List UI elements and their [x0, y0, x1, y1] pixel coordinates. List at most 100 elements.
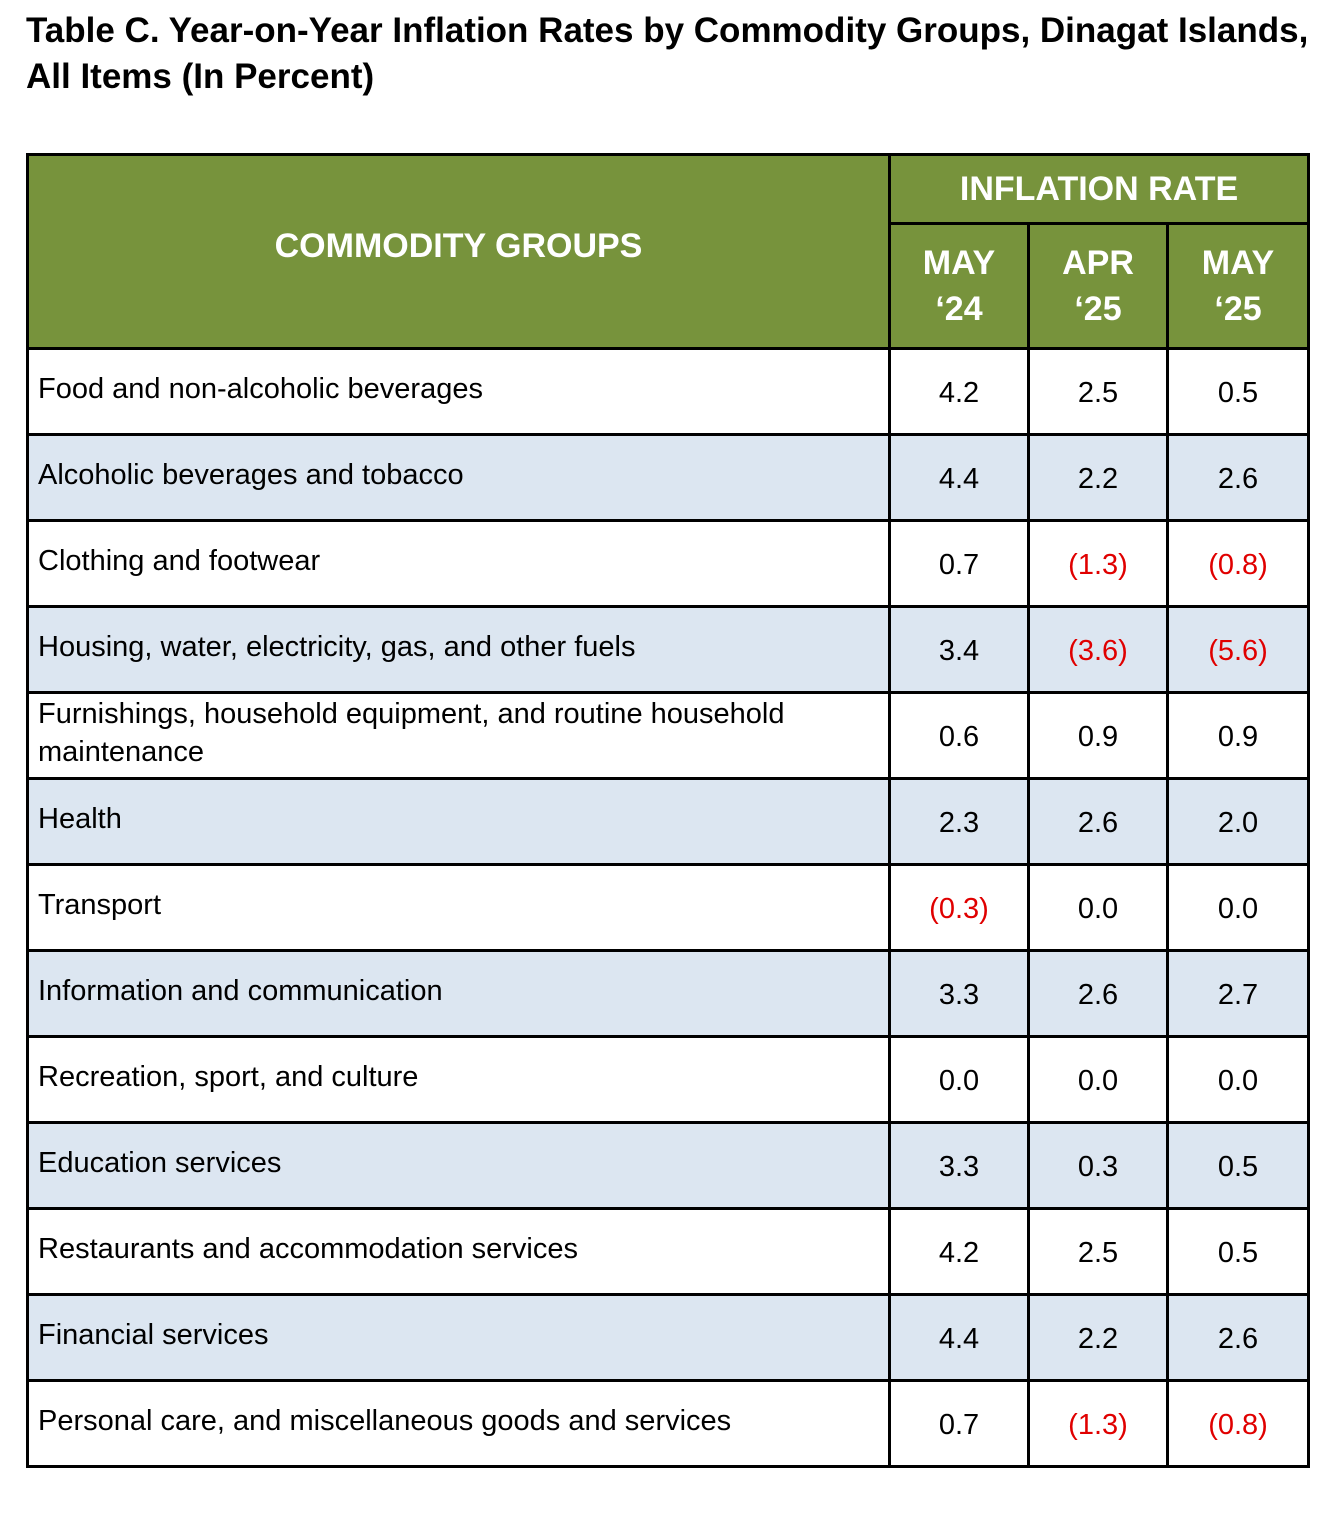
inflation-rate-value: (5.6) [1208, 635, 1268, 667]
inflation-rate-cell: 2.0 [1165, 777, 1311, 866]
commodity-group-cell: Food and non-alcoholic beverages [26, 347, 891, 436]
inflation-rate-cell: 0.9 [1165, 691, 1311, 780]
inflation-rate-cell: 2.3 [888, 777, 1030, 866]
table-row: Housing, water, electricity, gas, and ot… [26, 605, 1311, 694]
inflation-rate-value: 2.6 [1077, 807, 1119, 839]
inflation-rate-cell: 3.3 [888, 1121, 1030, 1210]
inflation-rate-value: 2.2 [1077, 1323, 1119, 1355]
commodity-group-label: Transport [38, 888, 162, 921]
commodity-group-label: Health [38, 802, 122, 835]
commodity-group-cell: Recreation, sport, and culture [26, 1035, 891, 1124]
inflation-rate-value: (0.3) [929, 893, 989, 925]
commodity-group-cell: Furnishings, household equipment, and ro… [26, 691, 891, 780]
inflation-rate-cell: (1.3) [1027, 1379, 1169, 1468]
header-period-month: APR [1062, 244, 1134, 282]
inflation-rate-value: 0.3 [1077, 1151, 1119, 1183]
commodity-group-label: Alcoholic beverages and tobacco [38, 458, 464, 491]
inflation-rate-value: 2.6 [1217, 1323, 1259, 1355]
inflation-rate-value: 0.6 [938, 721, 980, 753]
header-commodity-groups: COMMODITY GROUPS [26, 153, 891, 350]
commodity-group-cell: Alcoholic beverages and tobacco [26, 433, 891, 522]
inflation-rate-value: 0.0 [1217, 1065, 1259, 1097]
inflation-rate-cell: 4.4 [888, 433, 1030, 522]
table-title: Table C. Year-on-Year Inflation Rates by… [26, 11, 1309, 96]
inflation-rate-value: (0.8) [1208, 1409, 1268, 1441]
commodity-group-cell: Information and communication [26, 949, 891, 1038]
table-row: Health 2.3 2.6 2.0 [26, 777, 1311, 866]
inflation-rate-value: (1.3) [1068, 549, 1128, 581]
inflation-rate-value: 3.3 [938, 1151, 980, 1183]
commodity-group-cell: Financial services [26, 1293, 891, 1382]
inflation-rate-value: 0.9 [1077, 721, 1119, 753]
inflation-rate-value: 4.4 [938, 463, 980, 495]
table-row: Transport (0.3) 0.0 0.0 [26, 863, 1311, 952]
commodity-group-label: Housing, water, electricity, gas, and ot… [38, 630, 636, 663]
inflation-rate-value: 2.7 [1217, 979, 1259, 1011]
inflation-rate-cell: (0.8) [1165, 519, 1311, 608]
inflation-rate-cell: 2.6 [1165, 433, 1311, 522]
inflation-rate-cell: 2.6 [1165, 1293, 1311, 1382]
commodity-group-label: Financial services [38, 1318, 269, 1351]
inflation-rate-cell: 3.4 [888, 605, 1030, 694]
inflation-rate-cell: (1.3) [1027, 519, 1169, 608]
commodity-group-cell: Personal care, and miscellaneous goods a… [26, 1379, 891, 1468]
inflation-rate-value: (0.8) [1208, 549, 1268, 581]
table-row: Alcoholic beverages and tobacco 4.4 2.2 2.6 [26, 433, 1311, 522]
commodity-group-cell: Health [26, 777, 891, 866]
inflation-rate-cell: 3.3 [888, 949, 1030, 1038]
inflation-rate-value: 0.0 [938, 1065, 980, 1097]
commodity-group-cell: Housing, water, electricity, gas, and ot… [26, 605, 891, 694]
inflation-rate-cell: 0.0 [1165, 1035, 1311, 1124]
commodity-group-label: Personal care, and miscellaneous goods a… [38, 1404, 732, 1437]
inflation-rate-cell: 2.5 [1027, 347, 1169, 436]
commodity-group-label: Food and non-alcoholic beverages [38, 372, 483, 405]
inflation-rate-cell: (3.6) [1027, 605, 1169, 694]
inflation-rate-value: 4.4 [938, 1323, 980, 1355]
inflation-rate-cell: 4.2 [888, 1207, 1030, 1296]
inflation-rate-value: 2.5 [1077, 1237, 1119, 1269]
inflation-rate-value: 2.3 [938, 807, 980, 839]
inflation-rate-cell: 2.5 [1027, 1207, 1169, 1296]
inflation-rate-value: 3.3 [938, 979, 980, 1011]
commodity-group-cell: Transport [26, 863, 891, 952]
commodity-group-cell: Clothing and footwear [26, 519, 891, 608]
inflation-rate-cell: 0.0 [888, 1035, 1030, 1124]
inflation-rate-cell: 2.2 [1027, 1293, 1169, 1382]
inflation-rate-cell: (5.6) [1165, 605, 1311, 694]
table-row: Recreation, sport, and culture 0.0 0.0 0.0 [26, 1035, 1311, 1124]
commodity-group-label: Education services [38, 1146, 282, 1179]
header-period-month: MAY [1201, 244, 1275, 282]
inflation-rate-value: 0.5 [1217, 1151, 1259, 1183]
inflation-rate-value: 0.5 [1217, 377, 1259, 409]
inflation-rate-cell: (0.8) [1165, 1379, 1311, 1468]
inflation-rate-cell: 2.2 [1027, 433, 1169, 522]
header-period-month: MAY [922, 244, 996, 282]
header-period-apr-25: APR ‘25 [1027, 222, 1169, 350]
inflation-rate-value: 2.6 [1217, 463, 1259, 495]
inflation-rate-cell: 2.6 [1027, 949, 1169, 1038]
header-row-top: COMMODITY GROUPS INFLATION RATE [26, 153, 1311, 350]
commodity-group-label: Restaurants and accommodation services [38, 1232, 578, 1265]
inflation-rate-value: 0.7 [938, 549, 980, 581]
commodity-group-label: Recreation, sport, and culture [38, 1060, 419, 1093]
inflation-rate-cell: 0.5 [1165, 1121, 1311, 1210]
inflation-table: COMMODITY GROUPS INFLATION RATE MAY ‘24 A… [26, 153, 1311, 1468]
table-body: Food and non-alcoholic beverages 4.2 2.5 0.… [26, 347, 1311, 1468]
commodity-group-cell: Education services [26, 1121, 891, 1210]
inflation-rate-value: 2.2 [1077, 463, 1119, 495]
header-period-year: ‘25 [1214, 290, 1262, 328]
inflation-rate-cell: 0.3 [1027, 1121, 1169, 1210]
inflation-rate-value: 0.0 [1077, 893, 1119, 925]
commodity-group-label: Clothing and footwear [38, 544, 321, 577]
inflation-rate-cell: 0.6 [888, 691, 1030, 780]
inflation-rate-value: 4.2 [938, 1237, 980, 1269]
table-row: Clothing and footwear 0.7 (1.3) (0.8) [26, 519, 1311, 608]
inflation-rate-value: 0.0 [1217, 893, 1259, 925]
header-period-may-25: MAY ‘25 [1165, 222, 1311, 350]
inflation-rate-cell: 0.0 [1165, 863, 1311, 952]
table-header: COMMODITY GROUPS INFLATION RATE MAY ‘24 A… [26, 153, 1311, 350]
header-inflation-rate: INFLATION RATE [887, 153, 1311, 225]
inflation-rate-value: 2.6 [1077, 979, 1119, 1011]
table-row: Financial services 4.4 2.2 2.6 [26, 1293, 1311, 1382]
inflation-rate-value: 0.9 [1217, 721, 1259, 753]
